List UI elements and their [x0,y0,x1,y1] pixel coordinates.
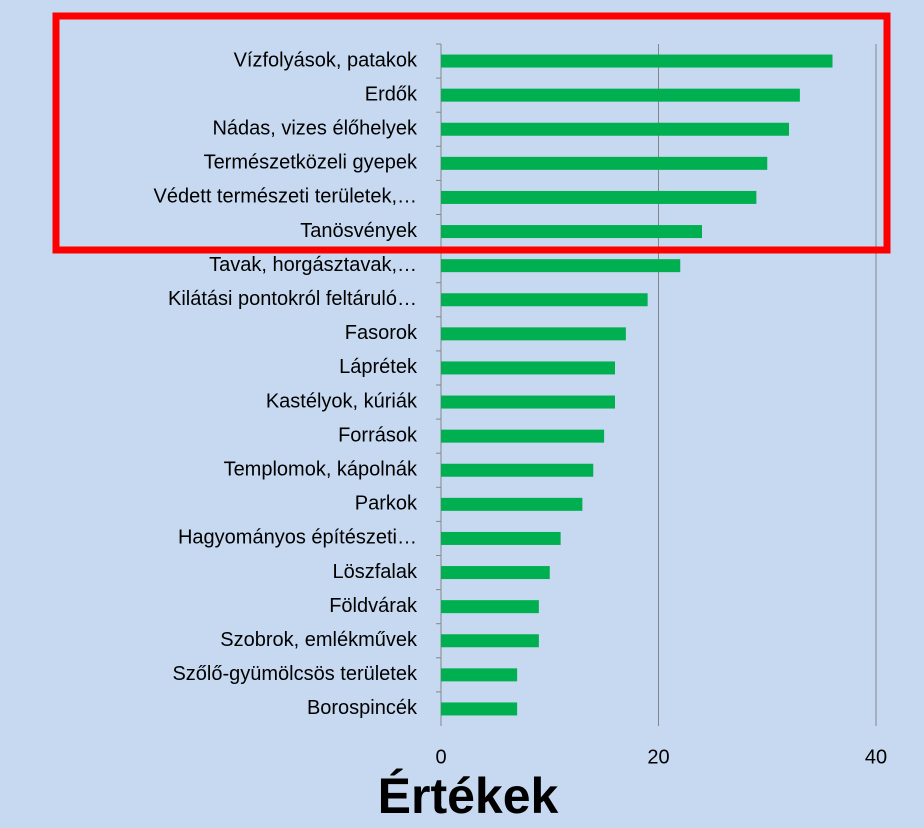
bar [441,156,768,170]
y-tick-label: Vízfolyások, patakok [234,49,418,71]
y-tick-label: Források [338,424,418,446]
bar [441,225,702,239]
bar [441,259,681,273]
x-tick-label: 40 [865,746,887,768]
y-tick-label: Kastélyok, kúriák [266,390,418,412]
y-tick-label: Szobrok, emlékművek [220,629,418,651]
x-tick-label: 20 [647,746,669,768]
y-tick-label: Láprétek [339,356,418,378]
bar [441,463,594,477]
bar [441,327,626,341]
bar [441,361,615,375]
bar [441,702,518,716]
y-tick-label: Tavak, horgásztavak,… [209,254,417,276]
bar [441,531,561,545]
y-tick-label: Hagyományos építészeti… [178,527,417,549]
y-tick-label: Földvárak [329,595,418,617]
bar [441,395,615,409]
y-tick-label: Erdők [365,83,418,105]
x-tick-label: 0 [435,746,446,768]
y-tick-label: Tanösvények [300,220,418,242]
y-tick-label: Templomok, kápolnák [224,459,418,481]
y-tick-label: Parkok [355,493,418,515]
y-tick-label: Nádas, vizes élőhelyek [212,118,418,140]
y-tick-label: Kilátási pontokról feltáruló… [168,288,417,310]
bar [441,190,757,204]
y-tick-label: Fasorok [345,322,418,344]
bar [441,600,539,614]
bar [441,634,539,648]
y-tick-label: Védett természeti területek,… [154,186,417,208]
bar [441,293,648,307]
y-tick-label: Szőlő-gyümölcsös területek [172,663,418,685]
y-tick-label: Löszfalak [333,561,418,583]
bar [441,497,583,511]
bar [441,429,605,443]
bar [441,566,550,580]
y-tick-label: Borospincék [307,697,418,719]
bar [441,668,518,682]
bar [441,122,789,136]
y-tick-label: Természetközeli gyepek [204,152,418,174]
bar [441,54,833,68]
x-axis-title: Értékek [378,768,559,824]
bar [441,88,800,102]
